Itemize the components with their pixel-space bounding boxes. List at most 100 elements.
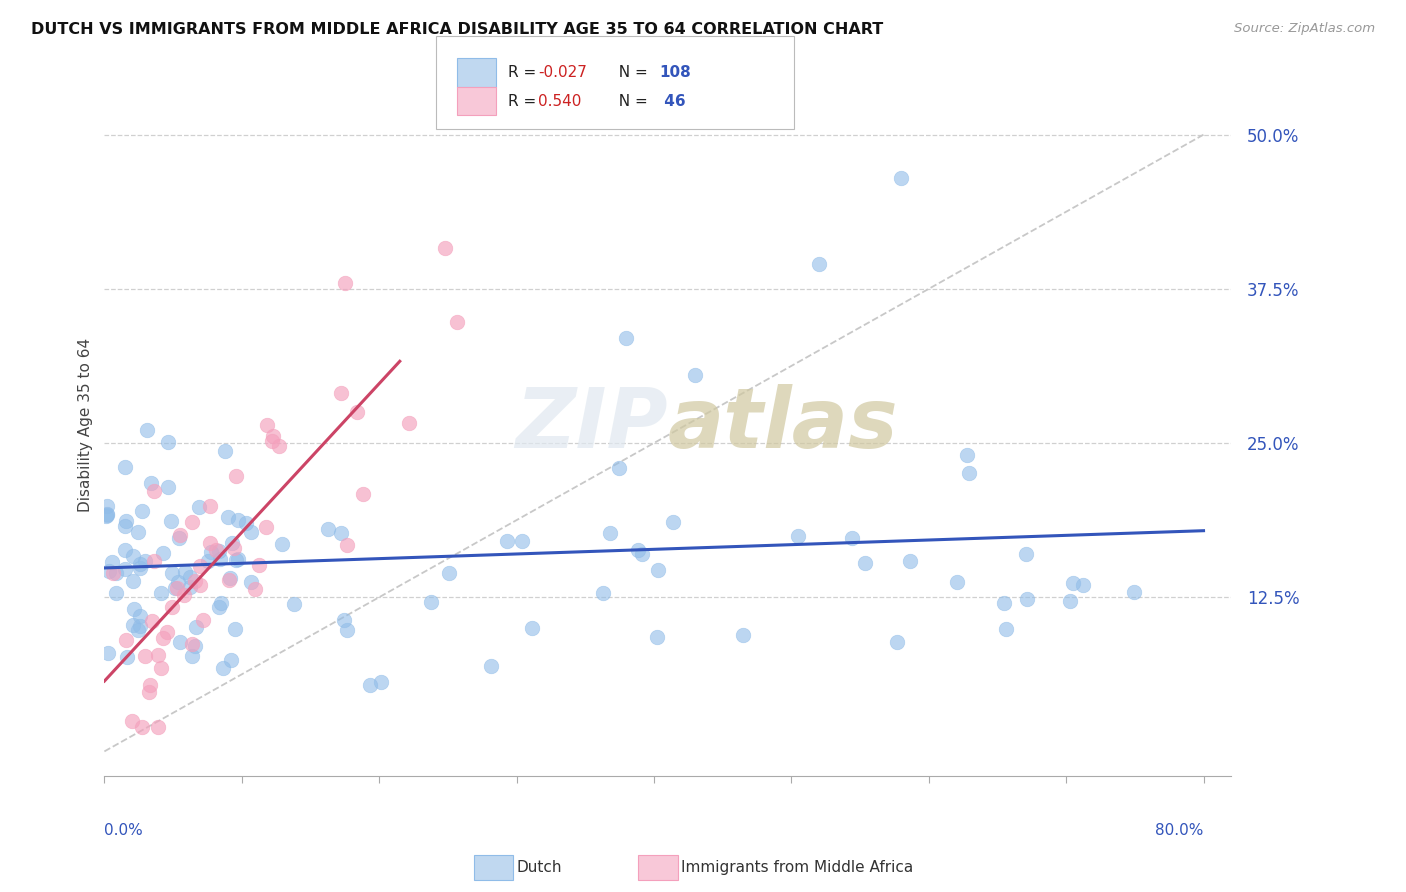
Text: R =: R =	[508, 94, 541, 109]
Point	[209, 597, 232, 611]
Point	[149, 586, 172, 600]
Point	[434, 241, 457, 255]
Text: ZIP: ZIP	[515, 384, 668, 465]
Text: Immigrants from Middle Africa: Immigrants from Middle Africa	[681, 860, 912, 874]
Point	[599, 525, 621, 540]
Point	[333, 613, 356, 627]
Text: 80.0%: 80.0%	[1156, 823, 1204, 838]
Point	[647, 563, 669, 577]
Point	[283, 597, 305, 611]
Point	[134, 648, 156, 663]
Point	[212, 661, 235, 675]
Point	[1062, 575, 1084, 590]
Point	[134, 554, 156, 568]
Point	[96, 499, 118, 513]
Text: Dutch: Dutch	[516, 860, 561, 874]
Point	[169, 528, 191, 542]
Point	[127, 525, 149, 540]
Point	[329, 386, 352, 401]
Point	[131, 504, 153, 518]
Point	[336, 624, 359, 638]
Point	[127, 623, 149, 637]
Point	[208, 544, 231, 558]
Point	[235, 516, 257, 530]
Point	[218, 573, 240, 587]
Point	[184, 619, 207, 633]
Point	[200, 544, 222, 558]
Point	[184, 639, 207, 653]
Point	[114, 460, 136, 475]
Point	[197, 554, 219, 568]
Point	[139, 476, 162, 491]
Point	[616, 331, 638, 345]
Point	[187, 500, 209, 515]
Point	[114, 519, 136, 533]
Point	[240, 574, 263, 589]
Point	[101, 556, 124, 570]
Point	[512, 534, 534, 549]
Point	[208, 600, 231, 615]
Point	[180, 516, 202, 530]
Point	[446, 315, 468, 329]
Point	[995, 622, 1018, 636]
Point	[115, 514, 138, 528]
Text: 0.540: 0.540	[538, 94, 582, 109]
Point	[152, 546, 174, 560]
Point	[254, 519, 277, 533]
Point	[157, 480, 180, 494]
Point	[136, 423, 159, 437]
Point	[146, 720, 169, 734]
Point	[214, 444, 236, 458]
Point	[219, 571, 242, 585]
Point	[96, 508, 118, 523]
Point	[370, 674, 392, 689]
Point	[855, 556, 877, 570]
Point	[219, 653, 242, 667]
Point	[139, 678, 162, 692]
Point	[225, 469, 247, 483]
Point	[217, 510, 239, 524]
Point	[592, 585, 614, 599]
Point	[156, 624, 179, 639]
Point	[316, 522, 339, 536]
Point	[148, 648, 170, 662]
Point	[180, 637, 202, 651]
Point	[105, 566, 128, 581]
Point	[225, 552, 247, 566]
Point	[226, 513, 249, 527]
Point	[104, 586, 127, 600]
Point	[138, 685, 160, 699]
Point	[239, 524, 262, 539]
Point	[205, 542, 228, 557]
Point	[221, 536, 243, 550]
Point	[1123, 584, 1146, 599]
Point	[898, 554, 921, 568]
Point	[96, 508, 118, 523]
Point	[131, 720, 153, 734]
Point	[731, 628, 754, 642]
Point	[956, 448, 979, 462]
Point	[627, 542, 650, 557]
Point	[262, 434, 284, 449]
Point	[1017, 592, 1039, 607]
Point	[128, 557, 150, 571]
Point	[124, 602, 146, 616]
Text: 0.0%: 0.0%	[104, 823, 143, 838]
Point	[398, 416, 420, 430]
Point	[115, 632, 138, 647]
Point	[188, 559, 211, 574]
Point	[179, 580, 201, 594]
Point	[129, 609, 152, 624]
Text: N =: N =	[609, 94, 652, 109]
Point	[193, 613, 215, 627]
Text: 46: 46	[659, 94, 686, 109]
Point	[96, 507, 118, 521]
Point	[169, 634, 191, 648]
Point	[165, 581, 187, 595]
Text: -0.027: -0.027	[538, 65, 588, 80]
Point	[117, 649, 139, 664]
Point	[946, 575, 969, 590]
Text: 108: 108	[659, 65, 692, 80]
Point	[247, 558, 270, 573]
Point	[352, 487, 374, 501]
